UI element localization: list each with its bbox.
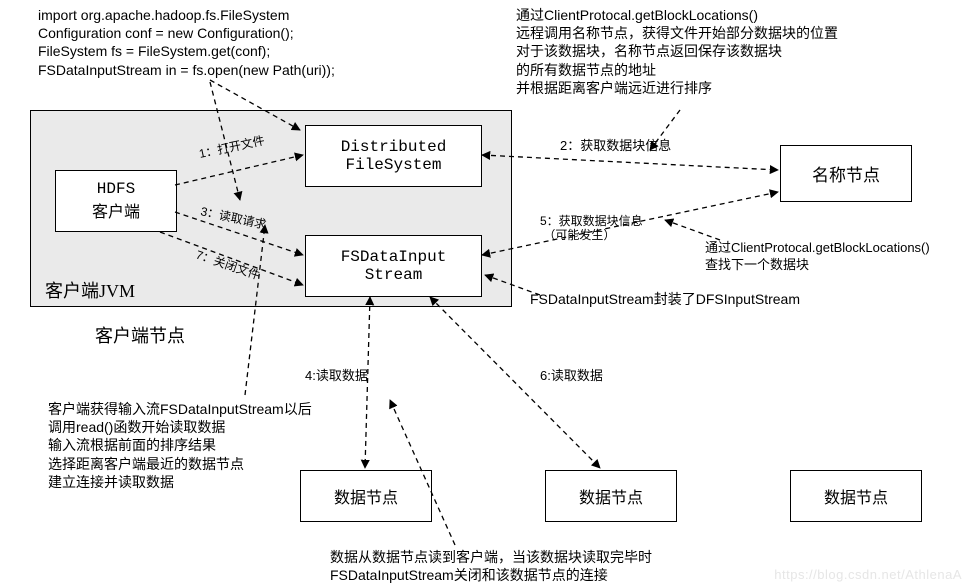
arrow-rdesc-to-e2: [650, 110, 680, 150]
fsdatainputstream-node: FSDataInput Stream: [305, 235, 482, 297]
code-block: import org.apache.hadoop.fs.FileSystem C…: [38, 6, 335, 79]
edge-4: [365, 297, 370, 468]
right-note: 通过ClientProtocal.getBlockLocations() 查找下…: [705, 240, 930, 274]
data-node-1: 数据节点: [300, 470, 432, 522]
distributed-filesystem-node: Distributed FileSystem: [305, 125, 482, 187]
hdfs-client-node: HDFS 客户端: [55, 170, 177, 232]
data-node-2: 数据节点: [545, 470, 677, 522]
left-description: 客户端获得输入流FSDataInputStream以后 调用read()函数开始…: [48, 400, 312, 491]
bottom-description: 数据从数据节点读到客户端，当该数据块读取完毕时 FSDataInputStrea…: [330, 548, 652, 584]
name-node: 名称节点: [780, 145, 912, 202]
edge-6-label: 6:读取数据: [540, 368, 603, 383]
client-node-label: 客户端节点: [95, 325, 185, 348]
edge-4-label: 4:读取数据: [305, 368, 368, 383]
edge-2-label: 2：获取数据块信息: [560, 138, 671, 153]
client-jvm-label: 客户端JVM: [45, 280, 135, 303]
edge-5-label: 5：获取数据块信息 （可能发生）: [540, 213, 643, 242]
fsdata-note: FSDataInputStream封装了DFSInputStream: [530, 290, 800, 308]
watermark: https://blog.csdn.net/AthlenaA: [774, 567, 962, 582]
arrow-rnote-to-e5: [665, 220, 720, 240]
right-description: 通过ClientProtocal.getBlockLocations() 远程调…: [516, 6, 838, 97]
edge-6: [430, 297, 600, 468]
data-node-3: 数据节点: [790, 470, 922, 522]
edge-2: [482, 155, 778, 170]
